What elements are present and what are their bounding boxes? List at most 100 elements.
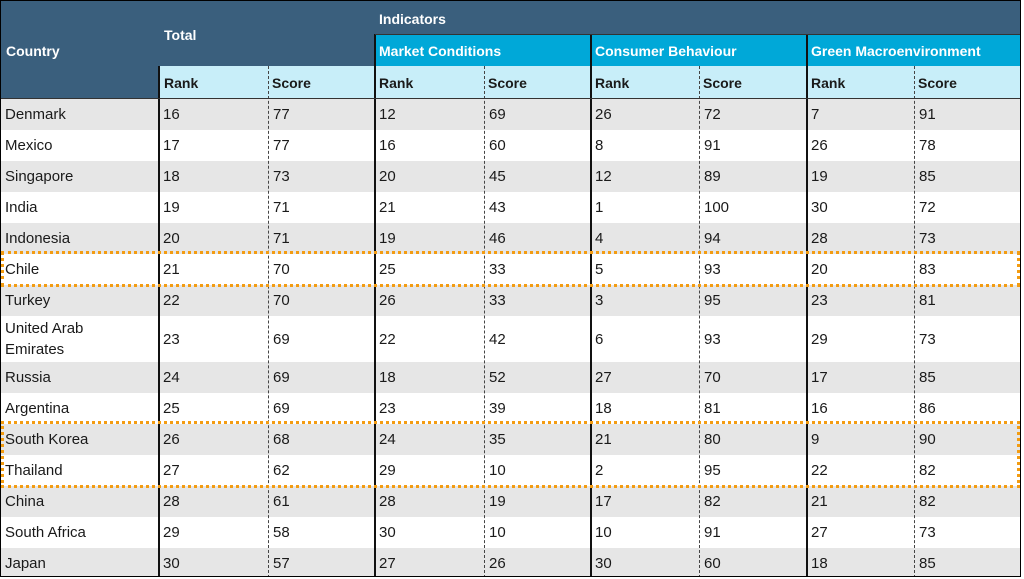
- value-cell: 20: [811, 261, 828, 278]
- header-divider: [375, 34, 1020, 35]
- column-divider-dotted: [268, 66, 269, 576]
- header-consumer-score: Score: [703, 75, 742, 91]
- header-consumer-behaviour-cell: [591, 34, 807, 66]
- value-cell: 30: [163, 555, 180, 572]
- value-cell: 69: [489, 106, 506, 123]
- column-divider: [590, 34, 592, 576]
- header-market-conditions: Market Conditions: [379, 43, 502, 59]
- column-divider: [374, 34, 376, 576]
- value-cell: 83: [919, 261, 936, 278]
- country-cell: China: [5, 493, 45, 510]
- value-cell: 16: [163, 106, 180, 123]
- value-cell: 19: [489, 493, 506, 510]
- value-cell: 68: [273, 431, 290, 448]
- value-cell: 18: [379, 369, 396, 386]
- header-green-score: Score: [918, 75, 957, 91]
- value-cell: 42: [489, 330, 506, 348]
- value-cell: 69: [273, 400, 290, 417]
- header-total-rank: Rank: [164, 75, 199, 91]
- table-row: China 28 61 28 19 17 82 21 82: [1, 486, 1020, 517]
- column-divider-dotted: [484, 66, 485, 576]
- value-cell: 29: [811, 330, 828, 348]
- value-cell: 85: [919, 369, 936, 386]
- value-cell: 71: [273, 199, 290, 216]
- value-cell: 22: [811, 462, 828, 479]
- value-cell: 72: [919, 199, 936, 216]
- country-cell: Thailand: [5, 462, 63, 479]
- value-cell: 69: [273, 330, 290, 348]
- column-divider: [158, 66, 160, 576]
- value-cell: 46: [489, 230, 506, 247]
- value-cell: 81: [704, 400, 721, 417]
- header-market-conditions-cell: [375, 34, 591, 66]
- value-cell: 17: [811, 369, 828, 386]
- value-cell: 39: [489, 400, 506, 417]
- country-cell: Japan: [5, 555, 46, 572]
- country-cell: Singapore: [5, 168, 74, 185]
- header-green-rank: Rank: [811, 75, 846, 91]
- value-cell: 10: [595, 524, 612, 541]
- value-cell: 27: [379, 555, 396, 572]
- table-row: Turkey 22 70 26 33 3 95 23 81: [1, 285, 1020, 316]
- value-cell: 72: [704, 106, 721, 123]
- value-cell: 82: [704, 493, 721, 510]
- table-row: Chile 21 70 25 33 5 93 20 83: [1, 254, 1020, 285]
- header-indicators-cell: [375, 1, 1020, 34]
- value-cell: 2: [595, 462, 604, 479]
- value-cell: 21: [811, 493, 828, 510]
- value-cell: 43: [489, 199, 506, 216]
- value-cell: 52: [489, 369, 506, 386]
- value-cell: 94: [704, 230, 721, 247]
- value-cell: 30: [811, 199, 828, 216]
- country-cell: South Korea: [5, 431, 89, 448]
- value-cell: 17: [163, 137, 180, 154]
- header-subrow: [159, 66, 1020, 98]
- value-cell: 21: [595, 431, 612, 448]
- value-cell: 70: [273, 261, 290, 278]
- value-cell: 71: [273, 230, 290, 247]
- country-cell: Denmark: [5, 106, 66, 123]
- value-cell: 91: [704, 524, 721, 541]
- value-cell: 20: [163, 230, 180, 247]
- header-divider: [1, 98, 1020, 99]
- country-cell: Turkey: [5, 292, 51, 309]
- value-cell: 23: [379, 400, 396, 417]
- value-cell: 33: [489, 292, 506, 309]
- value-cell: 18: [163, 168, 180, 185]
- value-cell: 26: [163, 431, 180, 448]
- column-divider-dotted: [914, 66, 915, 576]
- value-cell: 45: [489, 168, 506, 185]
- value-cell: 19: [379, 230, 396, 247]
- value-cell: 82: [919, 462, 936, 479]
- value-cell: 82: [919, 493, 936, 510]
- value-cell: 9: [811, 431, 820, 448]
- value-cell: 10: [489, 524, 506, 541]
- value-cell: 25: [379, 261, 396, 278]
- value-cell: 1: [595, 199, 604, 216]
- country-cell: United Arab Emirates: [5, 320, 84, 358]
- value-cell: 91: [704, 137, 721, 154]
- value-cell: 26: [379, 292, 396, 309]
- value-cell: 73: [919, 524, 936, 541]
- table-row: South Korea 26 68 24 35 21 80 9 90: [1, 424, 1020, 455]
- value-cell: 28: [811, 230, 828, 247]
- table-row: Denmark 16 77 12 69 26 72 7 91: [1, 99, 1020, 130]
- table-row: Japan 30 57 27 26 30 60 18 85: [1, 548, 1020, 576]
- value-cell: 70: [704, 369, 721, 386]
- value-cell: 27: [595, 369, 612, 386]
- value-cell: 28: [163, 493, 180, 510]
- country-cell: Russia: [5, 369, 51, 386]
- value-cell: 30: [595, 555, 612, 572]
- value-cell: 95: [704, 462, 721, 479]
- value-cell: 29: [163, 524, 180, 541]
- value-cell: 60: [489, 137, 506, 154]
- value-cell: 62: [273, 462, 290, 479]
- table-row: Indonesia 20 71 19 46 4 94 28 73: [1, 223, 1020, 254]
- value-cell: 26: [595, 106, 612, 123]
- table-row: India 19 71 21 43 1 100 30 72: [1, 192, 1020, 223]
- country-cell: South Africa: [5, 524, 86, 541]
- value-cell: 21: [163, 261, 180, 278]
- value-cell: 93: [704, 330, 721, 348]
- value-cell: 22: [163, 292, 180, 309]
